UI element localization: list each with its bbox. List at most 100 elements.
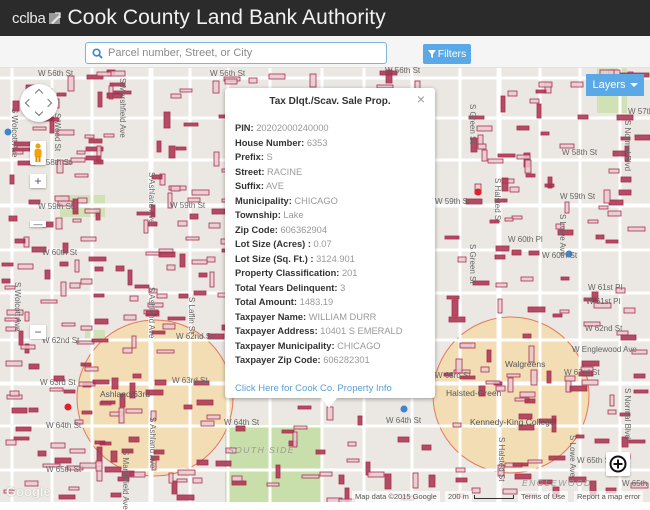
pan-up-icon[interactable] xyxy=(34,88,44,98)
street-label: W 65th St xyxy=(46,465,82,474)
field-label: Township: xyxy=(235,210,281,220)
poi-label: ENGLEWOOD xyxy=(522,478,592,488)
popup-field: Total Years Delinquent: 3 xyxy=(235,281,425,296)
field-value: AVE xyxy=(266,181,284,191)
street-label: W 65th St xyxy=(577,456,613,465)
street-label: W 61st Pl xyxy=(586,297,621,306)
field-value: 1483.19 xyxy=(299,297,334,307)
terms-link[interactable]: Terms of Use xyxy=(518,491,569,502)
pan-right-icon[interactable] xyxy=(43,98,53,108)
street-label: W Englewood Ave xyxy=(572,345,637,354)
popup-field: Township: Lake xyxy=(235,208,425,223)
street-label: W 59th St xyxy=(435,197,471,206)
street-label: W 62nd St xyxy=(42,336,80,345)
field-value: 606362904 xyxy=(280,224,328,235)
popup-field-list: PIN: 20202000240000 House Number: 6353 P… xyxy=(235,121,425,368)
street-label: W 58th St xyxy=(36,158,72,167)
street-label: W 59th St xyxy=(560,192,596,201)
cook-county-property-info-link[interactable]: Click Here for Cook Co. Property Info xyxy=(235,382,392,394)
poi-label: Halsted-Green xyxy=(446,388,502,398)
field-label: Lot Size (Acres) : xyxy=(235,239,311,249)
popup-field: Street: RACINE xyxy=(235,165,425,180)
street-label: W 64th St xyxy=(46,421,82,430)
field-value: WILLIAM DURR xyxy=(308,311,377,322)
field-value: 0.07 xyxy=(313,239,332,249)
street-view-pegman[interactable] xyxy=(30,141,46,165)
field-value: 6353 xyxy=(306,137,328,148)
street-label: S Wood St xyxy=(53,113,62,152)
field-label: Suffix: xyxy=(235,181,264,191)
report-error-link[interactable]: Report a map error xyxy=(574,491,644,502)
popup-field: Municipality: CHICAGO xyxy=(235,194,425,209)
street-label: W 59th St xyxy=(170,201,206,210)
street-label: W 60th St xyxy=(542,251,578,260)
popup-field: Lot Size (Acres) : 0.07 xyxy=(235,237,425,252)
poi-label: Ashland/63rd xyxy=(100,389,151,399)
street-label: S Wolcott Ave xyxy=(13,282,22,332)
street-label: S Green St xyxy=(468,104,477,144)
filters-button[interactable]: Filters xyxy=(423,44,471,64)
street-label: W 62nd St xyxy=(585,324,623,333)
field-value: 201 xyxy=(341,268,358,278)
field-value: 10401 S EMERALD xyxy=(320,326,403,336)
zoom-in-circle-button[interactable] xyxy=(606,452,630,476)
popup-field: Taxpayer Municipality: CHICAGO xyxy=(235,339,425,354)
layers-button[interactable]: Layers xyxy=(586,74,644,96)
field-value: CHICAGO xyxy=(337,340,381,351)
popup-field: House Number: 6353 xyxy=(235,136,425,151)
field-label: Street: xyxy=(235,166,265,177)
field-label: Taxpayer Address: xyxy=(235,326,318,336)
pan-left-icon[interactable] xyxy=(24,98,34,108)
street-label: W 63rd St xyxy=(172,376,208,385)
zoom-slider-handle[interactable]: — xyxy=(30,219,46,228)
street-label: W 63rd St xyxy=(435,371,471,380)
search-field[interactable] xyxy=(85,42,387,64)
zoom-in-button[interactable]: + xyxy=(30,174,46,188)
layers-label: Layers xyxy=(592,79,626,91)
field-label: Total Amount: xyxy=(235,297,297,307)
field-label: PIN: xyxy=(235,123,254,133)
pan-control[interactable] xyxy=(20,84,58,122)
street-label: W 63rd St xyxy=(40,378,76,387)
scale-label: 200 m xyxy=(445,491,472,502)
poi-label: SOUTH SIDE xyxy=(228,445,295,455)
street-label: W 59th St xyxy=(38,202,74,211)
pan-down-icon[interactable] xyxy=(34,107,44,117)
field-label: Prefix: xyxy=(235,152,264,162)
street-label: S Lowe Ave xyxy=(558,214,567,257)
street-label: S Ashland Ave xyxy=(147,172,156,224)
field-value: S xyxy=(266,152,273,162)
street-label: S Marshfield Ave xyxy=(118,78,127,138)
street-label: S Normal Blvd xyxy=(623,120,632,172)
close-icon[interactable]: × xyxy=(416,91,425,107)
popup-field: Property Classification: 201 xyxy=(235,266,425,281)
popup-field: Taxpayer Zip Code: 606282301 xyxy=(235,353,425,368)
logo-icon xyxy=(48,11,62,25)
field-value: Lake xyxy=(283,210,304,220)
street-label: S Ashland Ave xyxy=(148,417,157,469)
street-label: W 60th Pl xyxy=(508,235,543,244)
popup-title: Tax Dlqt./Scav. Sale Prop. xyxy=(269,96,391,107)
street-label: S Green St xyxy=(468,244,477,284)
field-label: Total Years Delinquent: xyxy=(235,282,338,293)
field-value: RACINE xyxy=(267,166,303,177)
field-label: Zip Code: xyxy=(235,224,278,235)
zoom-out-button[interactable]: − xyxy=(30,325,46,339)
search-icon xyxy=(92,47,103,59)
street-label: W 64th St xyxy=(386,416,422,425)
street-label: S Ashland Ave xyxy=(147,287,156,339)
scale-bar xyxy=(474,495,514,499)
street-label: S Laflin St xyxy=(187,297,196,334)
street-label: W 56th St xyxy=(385,66,421,75)
property-info-popup: Tax Dlqt./Scav. Sale Prop. × PIN: 202020… xyxy=(225,88,435,408)
app-title: Cook County Land Bank Authority xyxy=(67,6,386,29)
search-input[interactable] xyxy=(108,47,378,59)
plus-circle-icon xyxy=(609,455,627,473)
popup-field: Lot Size (Sq. Ft.) : 3124.901 xyxy=(235,252,425,267)
popup-field: Total Amount: 1483.19 xyxy=(235,295,425,310)
street-label: W 60th St xyxy=(42,248,78,257)
popup-field: Zip Code: 606362904 xyxy=(235,223,425,238)
field-label: Taxpayer Name: xyxy=(235,311,307,322)
street-label: S Wolcott Ave xyxy=(10,108,19,158)
street-label: W 62nd St xyxy=(176,332,214,341)
